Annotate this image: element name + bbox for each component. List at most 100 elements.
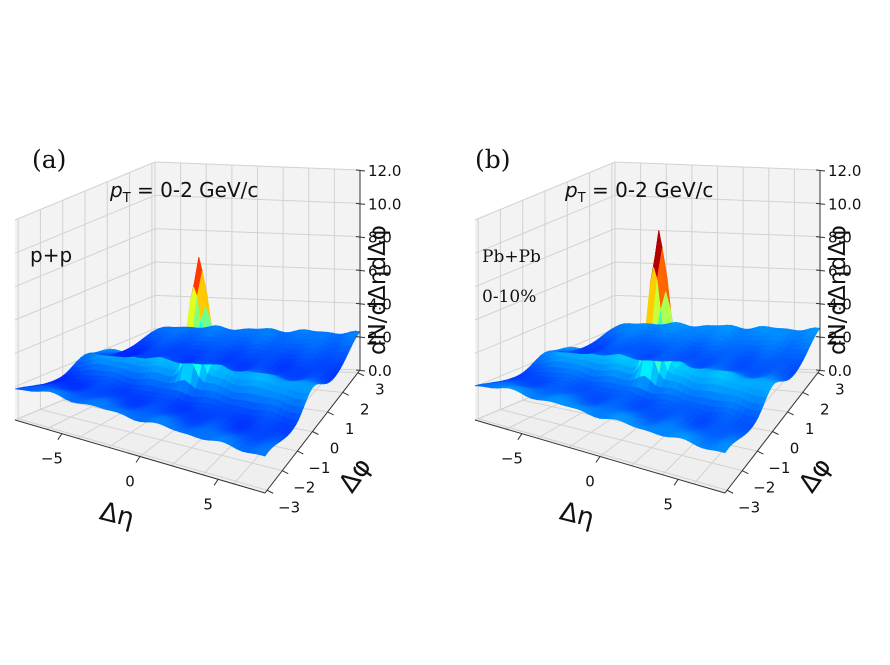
pt-subscript: T bbox=[122, 191, 131, 206]
x-tick-mark bbox=[57, 433, 63, 440]
z-tick-label: 0.0 bbox=[828, 362, 852, 380]
x-ticks: −5 0 5 bbox=[501, 433, 679, 513]
z-tick-mark bbox=[355, 202, 366, 205]
z-tick-label: 4.0 bbox=[368, 295, 392, 313]
z-tick-mark bbox=[355, 336, 366, 339]
z-tick-label: 10.0 bbox=[828, 195, 861, 213]
y-tick-mark bbox=[342, 391, 349, 396]
z-tick-mark bbox=[815, 336, 826, 339]
pt-subscript: T bbox=[577, 191, 586, 206]
y-tick-mark bbox=[297, 450, 304, 455]
y-tick-mark bbox=[787, 411, 794, 416]
y-tick-label: −2 bbox=[293, 479, 315, 497]
z-tick-mark bbox=[815, 202, 826, 205]
surface-patch bbox=[610, 324, 620, 330]
z-tick-mark bbox=[815, 369, 826, 372]
y-tick-mark bbox=[327, 411, 334, 416]
z-tick-mark bbox=[815, 169, 826, 172]
z-tick-label: 8.0 bbox=[828, 229, 852, 247]
y-tick-label: 1 bbox=[805, 420, 815, 438]
y-tick-label: 0 bbox=[330, 440, 340, 458]
y-tick-mark bbox=[726, 489, 734, 494]
y-tick-label: 1 bbox=[345, 420, 355, 438]
panel-label: (b) bbox=[475, 145, 511, 174]
pt-label: pT = 0-2 GeV/c bbox=[109, 178, 258, 206]
z-tick-label: 2.0 bbox=[828, 329, 852, 347]
z-tick-label: 4.0 bbox=[828, 295, 852, 313]
z-axis-label: dN/dΔηdΔφ bbox=[365, 225, 391, 355]
x-tick-label: 5 bbox=[203, 495, 213, 513]
x-axis-label: Δη bbox=[557, 497, 598, 534]
x-tick-mark bbox=[517, 433, 523, 440]
y-tick-mark bbox=[742, 470, 749, 475]
z-tick-label: 8.0 bbox=[368, 229, 392, 247]
x-tick-label: 5 bbox=[663, 495, 673, 513]
y-tick-label: 3 bbox=[375, 381, 385, 399]
x-tick-mark bbox=[135, 456, 141, 463]
pt-symbol: p bbox=[109, 178, 123, 202]
grid-line bbox=[17, 218, 268, 491]
y-axis-label: Δφ bbox=[333, 452, 378, 498]
surface bbox=[14, 257, 361, 457]
pt-range: = 0-2 GeV/c bbox=[586, 178, 714, 202]
y-tick-mark bbox=[282, 470, 289, 475]
grid-line bbox=[39, 209, 283, 472]
z-tick-mark bbox=[355, 236, 366, 239]
z-tick-mark bbox=[355, 169, 366, 172]
panel-label: (a) bbox=[32, 145, 66, 174]
z-tick-mark bbox=[815, 236, 826, 239]
z-tick-label: 0.0 bbox=[368, 362, 392, 380]
y-tick-label: −2 bbox=[753, 479, 775, 497]
y-tick-mark bbox=[266, 489, 274, 494]
x-tick-mark bbox=[595, 456, 601, 463]
annotation: p+p bbox=[30, 243, 72, 267]
z-tick-label: 6.0 bbox=[828, 262, 852, 280]
z-tick-mark bbox=[355, 302, 366, 305]
x-tick-mark bbox=[673, 479, 679, 486]
y-tick-label: 2 bbox=[360, 400, 370, 418]
panel-b: 0.02.04.06.08.010.012.0−505 −3−2−10123ΔηΔ… bbox=[474, 145, 861, 534]
z-tick-label: 6.0 bbox=[368, 262, 392, 280]
annotation: Pb+Pb bbox=[482, 247, 541, 267]
y-tick-label: 2 bbox=[820, 400, 830, 418]
z-ticks: 0.0 2.0 4.0 6.0 8.0 10.0 12.0 bbox=[815, 162, 861, 380]
y-tick-label: −1 bbox=[308, 459, 330, 477]
grid-line bbox=[499, 209, 743, 472]
y-tick-mark bbox=[312, 431, 319, 435]
x-tick-label: 0 bbox=[125, 473, 135, 491]
y-tick-label: −3 bbox=[278, 498, 300, 516]
y-tick-mark bbox=[757, 450, 764, 455]
pt-symbol: p bbox=[564, 178, 578, 202]
z-tick-label: 12.0 bbox=[368, 162, 401, 180]
y-tick-mark bbox=[772, 431, 779, 435]
z-tick-mark bbox=[815, 269, 826, 272]
y-tick-label: 3 bbox=[835, 381, 845, 399]
pt-range: = 0-2 GeV/c bbox=[131, 178, 259, 202]
z-axis-label: dN/dΔηdΔφ bbox=[825, 225, 851, 355]
y-tick-label: 0 bbox=[790, 440, 800, 458]
x-tick-label: 0 bbox=[585, 473, 595, 491]
z-ticks: 0.0 2.0 4.0 6.0 8.0 10.0 12.0 bbox=[355, 162, 401, 380]
x-tick-label: −5 bbox=[501, 450, 523, 468]
x-tick-label: −5 bbox=[41, 450, 63, 468]
z-tick-mark bbox=[355, 369, 366, 372]
surface-patch bbox=[150, 327, 160, 334]
z-tick-mark bbox=[355, 269, 366, 272]
y-tick-mark bbox=[817, 372, 825, 377]
x-ticks: −5 0 5 bbox=[41, 433, 219, 513]
y-tick-mark bbox=[357, 372, 365, 377]
x-axis-label: Δη bbox=[97, 497, 138, 534]
pt-label: pT = 0-2 GeV/c bbox=[564, 178, 713, 206]
panel-a: 0.02.04.06.08.010.012.0−505 −3−2−10123ΔηΔ… bbox=[14, 145, 401, 534]
y-tick-mark bbox=[802, 391, 809, 396]
grid-line bbox=[477, 218, 728, 491]
y-tick-label: −3 bbox=[738, 498, 760, 516]
y-tick-label: −1 bbox=[768, 459, 790, 477]
y-axis-label: Δφ bbox=[793, 452, 838, 498]
z-tick-label: 12.0 bbox=[828, 162, 861, 180]
x-tick-mark bbox=[213, 479, 219, 486]
z-tick-label: 2.0 bbox=[368, 329, 392, 347]
